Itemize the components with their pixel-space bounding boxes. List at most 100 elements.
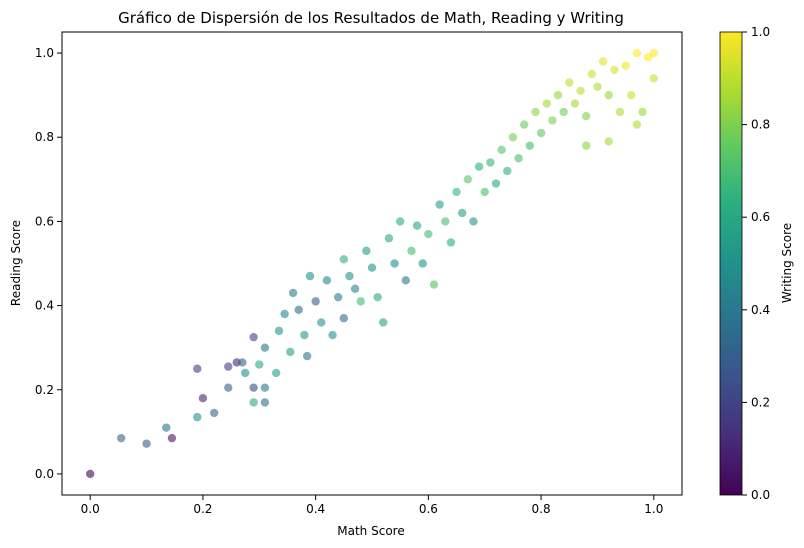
scatter-point [193, 412, 202, 422]
scatter-point [362, 246, 371, 256]
scatter-point [435, 200, 444, 209]
scatter-point [632, 48, 642, 58]
scatter-point [519, 120, 529, 129]
scatter-point [260, 343, 270, 352]
scatter-point [260, 398, 270, 407]
scatter-point [452, 187, 461, 197]
scatter-point [379, 318, 388, 327]
scatter-point [441, 217, 450, 226]
scatter-point [209, 408, 219, 418]
scatter-point [581, 141, 591, 150]
scatter-point [373, 292, 382, 302]
y-tick-label: 0.8 [35, 130, 54, 144]
scatter-point [446, 238, 456, 247]
y-tick-label: 0.6 [35, 214, 54, 228]
colorbar [719, 31, 743, 496]
scatter-point [593, 82, 602, 91]
scatter-point [356, 297, 365, 306]
scatter-point [418, 259, 427, 268]
scatter-point [401, 276, 411, 285]
scatter-point [407, 246, 416, 256]
colorbar-tick-label: 0.8 [751, 118, 770, 132]
scatter-point [576, 86, 585, 96]
scatter-point [480, 187, 489, 197]
plot-frame [61, 31, 683, 496]
scatter-point [412, 221, 422, 230]
scatter-point [395, 217, 405, 226]
colorbar-tick-label: 0.4 [751, 303, 770, 317]
x-axis-label: Math Score [337, 524, 404, 538]
scatter-point [167, 433, 177, 443]
scatter-point [345, 271, 354, 281]
scatter-point [621, 61, 630, 70]
scatter-point [238, 358, 247, 367]
scatter-point [638, 107, 647, 117]
scatter-point [162, 423, 171, 432]
scatter-point [300, 330, 309, 340]
scatter-point [224, 362, 233, 371]
scatter-point [610, 65, 619, 75]
scatter-point [514, 154, 523, 163]
scatter-point [288, 288, 298, 298]
colorbar-label: Writing Score [780, 223, 794, 303]
scatter-point [598, 57, 608, 66]
x-tick-label: 0.4 [306, 502, 325, 516]
x-tick-label: 0.2 [193, 502, 212, 516]
scatter-point [491, 179, 501, 188]
scatter-point [339, 255, 349, 264]
scatter-point [198, 393, 208, 403]
scatter-point [311, 297, 320, 306]
scatter-point [322, 276, 332, 285]
scatter-point [350, 284, 360, 293]
scatter-point [317, 318, 326, 327]
scatter-point [604, 90, 613, 100]
points-layer [85, 48, 659, 479]
scatter-point [255, 360, 264, 369]
scatter-point [429, 280, 439, 289]
y-axis: 0.0 0.2 0.4 0.6 0.8 1.0 [35, 46, 62, 481]
scatter-point [249, 398, 258, 407]
scatter-point [503, 166, 512, 176]
scatter-point [249, 383, 258, 392]
scatter-point [193, 364, 202, 373]
scatter-point [604, 137, 613, 146]
scatter-point [424, 229, 433, 239]
scatter-point [486, 158, 495, 167]
colorbar-tick-label: 0.2 [751, 395, 770, 409]
scatter-point [508, 133, 518, 142]
x-tick-label: 0.8 [532, 502, 551, 516]
scatter-point [294, 305, 303, 314]
scatter-point [469, 217, 478, 226]
colorbar-tick-label: 0.6 [751, 210, 770, 224]
x-tick-label: 0.0 [81, 502, 100, 516]
scatter-point [305, 271, 315, 281]
y-tick-label: 1.0 [35, 46, 54, 60]
scatter-point [328, 330, 337, 340]
scatter-point [627, 90, 636, 100]
scatter-point [271, 368, 281, 378]
scatter-point [280, 309, 289, 319]
x-tick-label: 1.0 [644, 502, 663, 516]
scatter-point [333, 292, 343, 302]
scatter-point [570, 99, 580, 108]
colorbar-axis: 0.0 0.2 0.4 0.6 0.8 1.0 [742, 25, 770, 502]
y-tick-label: 0.0 [35, 467, 54, 481]
colorbar-tick-label: 0.0 [751, 488, 770, 502]
scatter-point [286, 347, 295, 357]
scatter-point [142, 439, 151, 448]
colorbar-tick-label: 1.0 [751, 25, 770, 39]
scatter-point [559, 107, 568, 117]
scatter-point [116, 433, 126, 443]
scatter-point [302, 351, 312, 361]
scatter-point [531, 107, 540, 117]
x-tick-label: 0.6 [419, 502, 438, 516]
scatter-point [615, 107, 625, 117]
x-axis: 0.0 0.2 0.4 0.6 0.8 1.0 [81, 495, 663, 516]
scatter-point [85, 469, 95, 479]
scatter-point [474, 162, 484, 171]
scatter-point [581, 111, 591, 121]
scatter-point [565, 78, 574, 87]
scatter-point [632, 120, 642, 129]
scatter-point [367, 263, 377, 272]
